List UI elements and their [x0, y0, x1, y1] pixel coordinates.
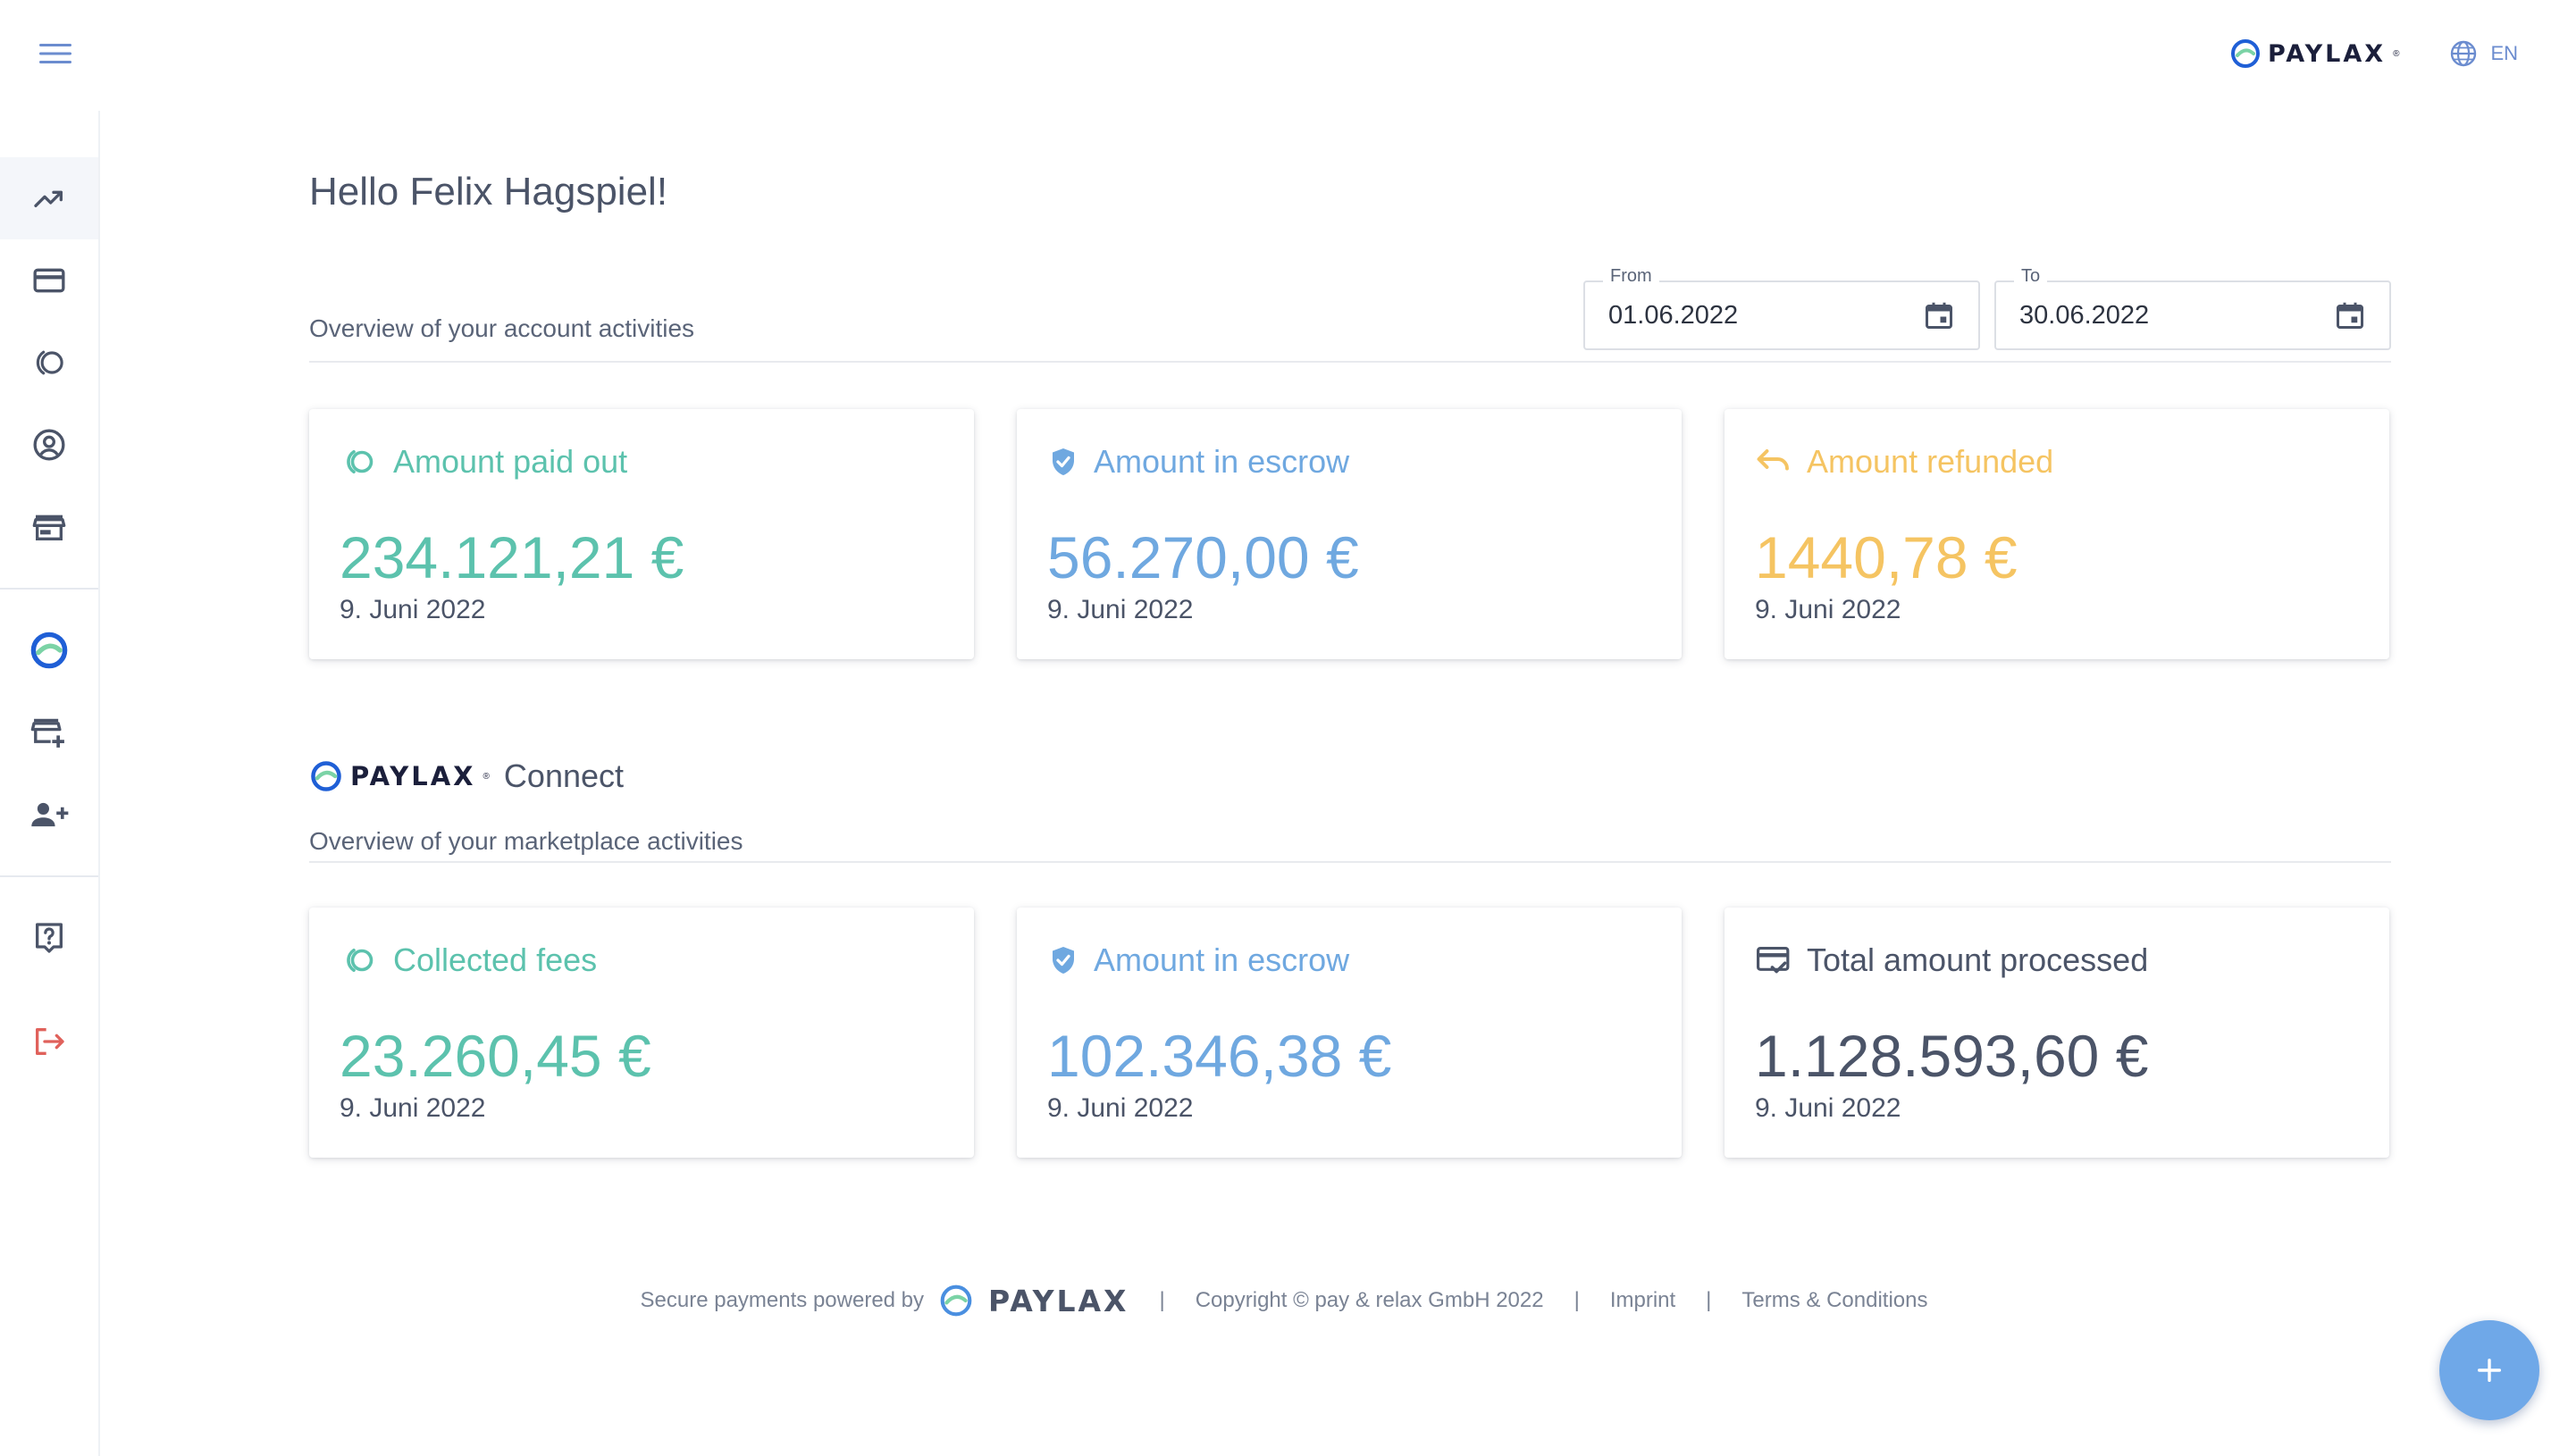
account-overview-title: Overview of your account activities: [309, 314, 695, 342]
card-label: Amount paid out: [393, 443, 628, 480]
card-label: Amount in escrow: [1094, 941, 1350, 978]
connect-brand: PAYLAX: [350, 761, 476, 791]
date-from-label: From: [1603, 266, 1659, 287]
calendar-icon[interactable]: [2334, 298, 2366, 332]
sidebar-item-logout[interactable]: [0, 1000, 98, 1083]
connect-heading: PAYLAX ® Connect: [309, 757, 624, 795]
user-circle-icon: [33, 429, 65, 461]
card-value: 23.260,45 €: [340, 1023, 651, 1089]
sidebar-item-store[interactable]: [0, 486, 98, 568]
sidebar-item-payments[interactable]: [0, 239, 98, 322]
paylax-logo-icon: [30, 632, 68, 669]
card-collected-fees: Collected fees 23.260,45 € 9. Juni 2022: [309, 908, 974, 1158]
card-marketplace-escrow: Amount in escrow 102.346,38 € 9. Juni 20…: [1017, 908, 1682, 1158]
copyright: Copyright © pay & relax GmbH 2022: [1195, 1288, 1544, 1312]
help-icon: [36, 923, 63, 953]
sidebar-divider: [0, 588, 98, 590]
card-date: 9. Juni 2022: [340, 595, 486, 624]
date-from-value: 01.06.2022: [1608, 300, 1739, 330]
undo-arrow-icon: [1757, 449, 1789, 471]
connect-brand-mark: ®: [483, 771, 490, 782]
footer-separator: |: [1706, 1288, 1712, 1312]
card-value: 1.128.593,60 €: [1755, 1023, 2149, 1089]
language-label: EN: [2490, 42, 2518, 64]
sidebar-item-account[interactable]: [0, 404, 98, 486]
paylax-logo-icon: [311, 761, 341, 791]
powered-by: Secure payments powered by PAYLAX: [641, 1283, 1129, 1318]
card-label: Amount refunded: [1807, 443, 2054, 480]
card-check-icon: [1757, 946, 1790, 974]
payout-rings-icon: [347, 948, 373, 973]
sidebar-item-paylax-connect[interactable]: [0, 609, 98, 691]
brand-logo: PAYLAX ®: [2230, 38, 2399, 69]
imprint-link[interactable]: Imprint: [1609, 1288, 1676, 1312]
sidebar-item-help[interactable]: [0, 897, 98, 979]
card-total-processed: Total amount processed 1.128.593,60 € 9.…: [1725, 908, 2389, 1158]
globe-icon: [2451, 40, 2477, 67]
section-divider: [309, 361, 2391, 363]
sidebar-item-payouts[interactable]: [0, 322, 98, 404]
trending-up-icon: [34, 190, 63, 207]
card-date: 9. Juni 2022: [1755, 1093, 1901, 1123]
sidebar-divider: [0, 875, 98, 877]
menu-button[interactable]: [32, 36, 79, 71]
date-to-field[interactable]: To 30.06.2022: [1994, 266, 2391, 350]
connect-title: Connect: [503, 757, 625, 794]
footer-separator: |: [1159, 1288, 1165, 1312]
sidebar-item-add-store[interactable]: [0, 691, 98, 774]
calendar-icon[interactable]: [1923, 298, 1955, 332]
paylax-logo-icon: [940, 1284, 972, 1317]
footer: Secure payments powered by PAYLAX | Copy…: [0, 1283, 2568, 1318]
footer-separator: |: [1574, 1288, 1580, 1312]
date-to-label: To: [2014, 266, 2048, 287]
topbar-right: PAYLAX ® EN: [2230, 34, 2518, 73]
plus-icon: [2477, 1358, 2502, 1383]
credit-card-icon: [33, 268, 65, 293]
card-value: 102.346,38 €: [1047, 1023, 1392, 1089]
language-switcher[interactable]: EN: [2449, 39, 2518, 68]
page-title: Hello Felix Hagspiel!: [309, 170, 668, 213]
card-label: Amount in escrow: [1094, 443, 1350, 480]
footer-brand: PAYLAX: [988, 1283, 1129, 1318]
card-amount-paid-out: Amount paid out 234.121,21 € 9. Juni 202…: [309, 409, 974, 659]
brand-mark: ®: [2393, 48, 2400, 59]
payout-rings-icon: [36, 350, 63, 375]
card-value: 56.270,00 €: [1047, 524, 1359, 590]
date-to-value: 30.06.2022: [2019, 300, 2150, 330]
terms-link[interactable]: Terms & Conditions: [1741, 1288, 1928, 1312]
card-label: Collected fees: [393, 941, 598, 978]
card-date: 9. Juni 2022: [1047, 1093, 1194, 1123]
store-add-icon: [30, 718, 64, 748]
brand-name: PAYLAX: [2267, 39, 2387, 68]
storefront-icon: [32, 515, 66, 540]
card-amount-refunded: Amount refunded 1440,78 € 9. Juni 2022: [1725, 409, 2389, 659]
sidebar: [0, 111, 100, 1456]
card-date: 9. Juni 2022: [340, 1093, 486, 1123]
section-divider: [309, 861, 2391, 863]
paylax-logo-icon: [2230, 39, 2260, 68]
hamburger-menu-icon: [39, 44, 71, 63]
card-value: 234.121,21 €: [340, 524, 684, 590]
card-amount-in-escrow: Amount in escrow 56.270,00 € 9. Juni 202…: [1017, 409, 1682, 659]
sidebar-item-dashboard[interactable]: [0, 157, 98, 239]
card-date: 9. Juni 2022: [1047, 595, 1194, 624]
sidebar-item-add-user[interactable]: [0, 774, 98, 856]
logout-icon: [36, 1028, 64, 1055]
card-date: 9. Juni 2022: [1755, 595, 1901, 624]
card-label: Total amount processed: [1807, 941, 2149, 978]
user-add-icon: [31, 802, 69, 827]
date-from-field[interactable]: From 01.06.2022: [1583, 266, 1980, 350]
payout-rings-icon: [347, 449, 373, 474]
marketplace-overview-title: Overview of your marketplace activities: [309, 827, 743, 855]
shield-check-icon: [1053, 448, 1074, 475]
shield-check-icon: [1053, 947, 1074, 974]
powered-by-text: Secure payments powered by: [640, 1288, 925, 1312]
add-fab-button[interactable]: [2439, 1320, 2539, 1420]
card-value: 1440,78 €: [1755, 524, 2018, 590]
